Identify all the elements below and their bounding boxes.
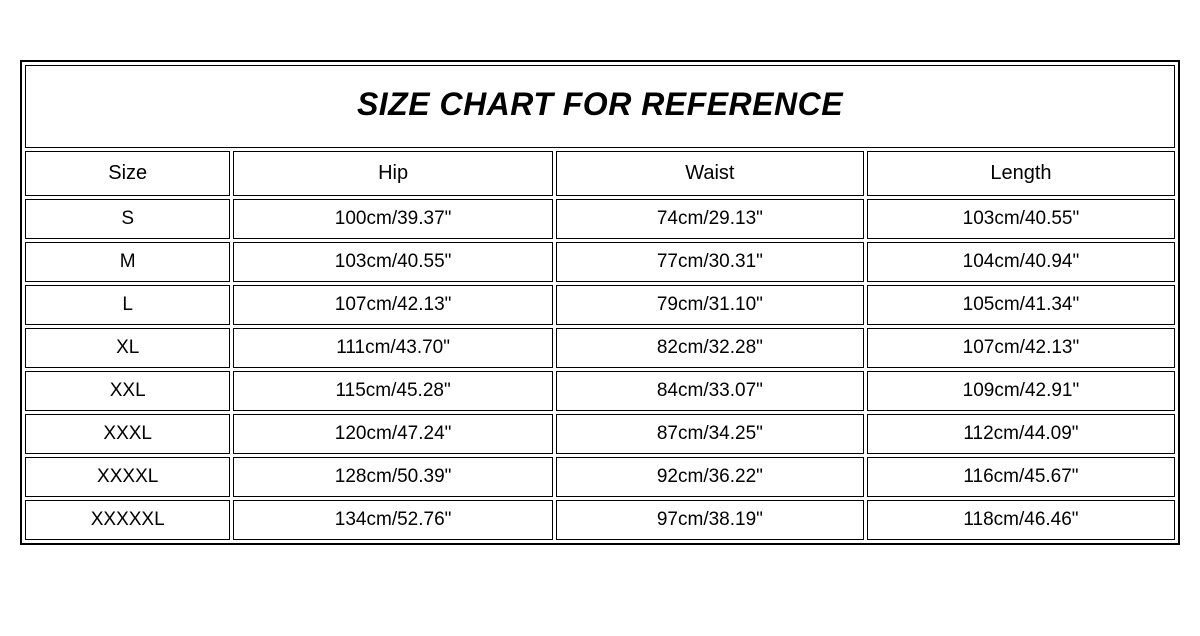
cell-size: XXXL	[25, 414, 230, 454]
cell-waist: 84cm/33.07"	[556, 371, 864, 411]
cell-length: 112cm/44.09"	[867, 414, 1175, 454]
cell-length: 116cm/45.67"	[867, 457, 1175, 497]
cell-length: 103cm/40.55"	[867, 199, 1175, 239]
table-row: XXL 115cm/45.28" 84cm/33.07" 109cm/42.91…	[25, 371, 1175, 411]
cell-waist: 79cm/31.10"	[556, 285, 864, 325]
table-header-row: Size Hip Waist Length	[25, 151, 1175, 196]
cell-length: 105cm/41.34"	[867, 285, 1175, 325]
cell-size: XL	[25, 328, 230, 368]
cell-size: S	[25, 199, 230, 239]
cell-hip: 120cm/47.24"	[233, 414, 552, 454]
cell-hip: 115cm/45.28"	[233, 371, 552, 411]
col-header-size: Size	[25, 151, 230, 196]
cell-size: M	[25, 242, 230, 282]
table-row: XXXXXL 134cm/52.76" 97cm/38.19" 118cm/46…	[25, 500, 1175, 540]
cell-waist: 92cm/36.22"	[556, 457, 864, 497]
cell-waist: 77cm/30.31"	[556, 242, 864, 282]
cell-size: XXXXL	[25, 457, 230, 497]
table-title: SIZE CHART FOR REFERENCE	[25, 65, 1175, 148]
cell-hip: 128cm/50.39"	[233, 457, 552, 497]
cell-hip: 134cm/52.76"	[233, 500, 552, 540]
cell-size: XXL	[25, 371, 230, 411]
table-row: XXXXL 128cm/50.39" 92cm/36.22" 116cm/45.…	[25, 457, 1175, 497]
table-row: L 107cm/42.13" 79cm/31.10" 105cm/41.34"	[25, 285, 1175, 325]
cell-hip: 100cm/39.37"	[233, 199, 552, 239]
table-row: XXXL 120cm/47.24" 87cm/34.25" 112cm/44.0…	[25, 414, 1175, 454]
cell-hip: 111cm/43.70"	[233, 328, 552, 368]
cell-waist: 87cm/34.25"	[556, 414, 864, 454]
cell-waist: 82cm/32.28"	[556, 328, 864, 368]
table-row: S 100cm/39.37" 74cm/29.13" 103cm/40.55"	[25, 199, 1175, 239]
cell-length: 118cm/46.46"	[867, 500, 1175, 540]
col-header-hip: Hip	[233, 151, 552, 196]
size-chart-table: SIZE CHART FOR REFERENCE Size Hip Waist …	[20, 60, 1180, 545]
table-row: XL 111cm/43.70" 82cm/32.28" 107cm/42.13"	[25, 328, 1175, 368]
cell-waist: 97cm/38.19"	[556, 500, 864, 540]
cell-length: 104cm/40.94"	[867, 242, 1175, 282]
col-header-waist: Waist	[556, 151, 864, 196]
cell-hip: 103cm/40.55"	[233, 242, 552, 282]
col-header-length: Length	[867, 151, 1175, 196]
cell-length: 107cm/42.13"	[867, 328, 1175, 368]
cell-length: 109cm/42.91"	[867, 371, 1175, 411]
cell-size: L	[25, 285, 230, 325]
cell-size: XXXXXL	[25, 500, 230, 540]
cell-waist: 74cm/29.13"	[556, 199, 864, 239]
cell-hip: 107cm/42.13"	[233, 285, 552, 325]
table-row: M 103cm/40.55" 77cm/30.31" 104cm/40.94"	[25, 242, 1175, 282]
